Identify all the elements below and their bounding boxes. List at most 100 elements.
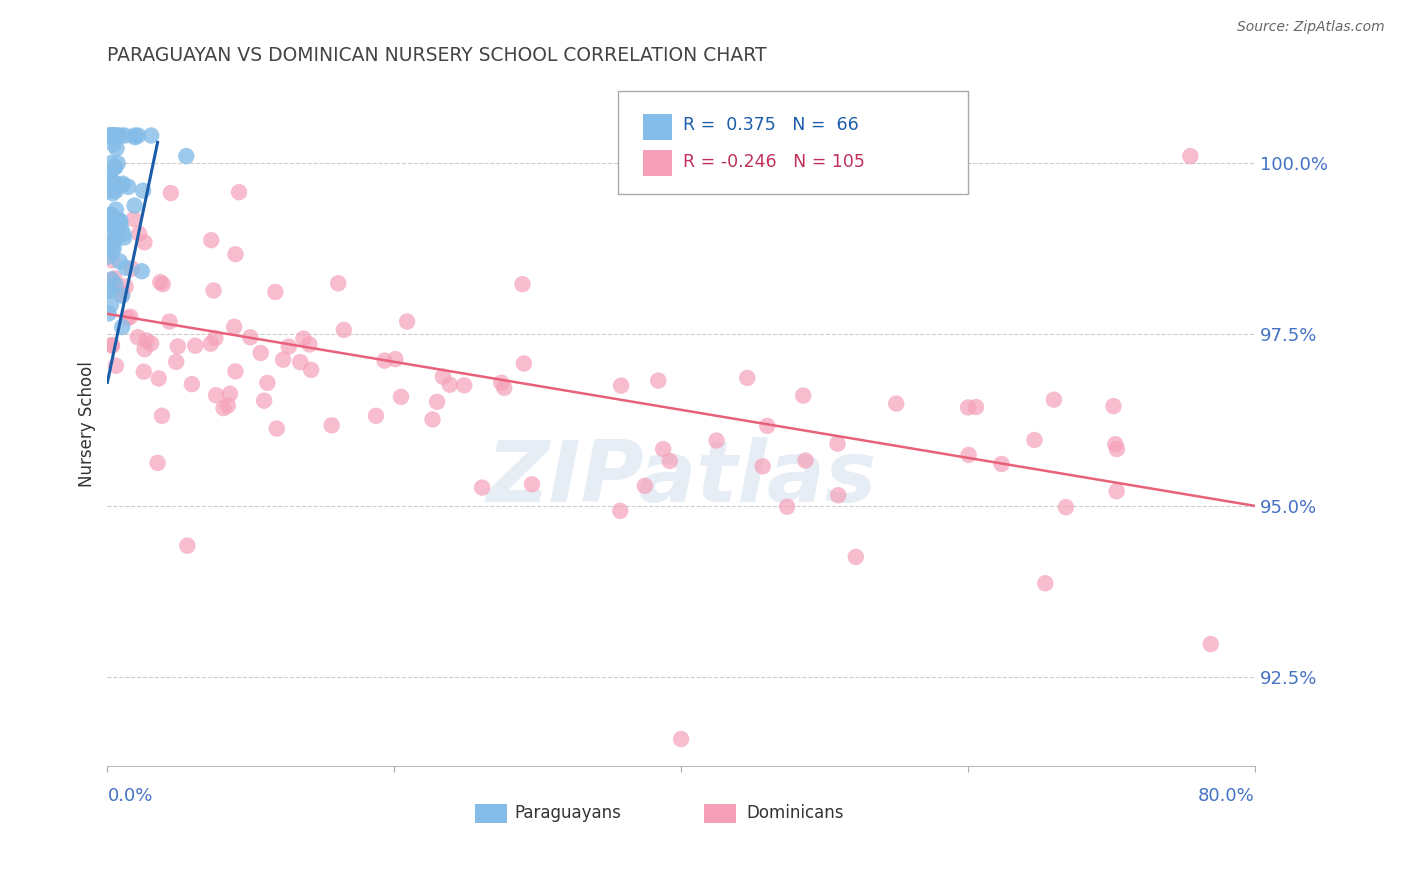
Text: R = -0.246   N = 105: R = -0.246 N = 105: [683, 153, 865, 170]
Point: [396, 315, 419, 329]
Point: [103, 177, 125, 191]
Text: Paraguayans: Paraguayans: [515, 804, 621, 822]
Point: [98, 284, 121, 298]
Point: [1024, 433, 1046, 447]
Point: [100, 298, 122, 312]
Point: [131, 264, 153, 278]
Point: [98, 128, 121, 143]
Point: [1043, 392, 1066, 407]
Point: [122, 211, 145, 226]
Point: [1105, 484, 1128, 499]
Point: [141, 128, 163, 143]
Point: [110, 285, 132, 299]
Point: [957, 401, 980, 415]
Point: [634, 479, 657, 493]
Point: [384, 352, 406, 367]
Point: [180, 377, 202, 392]
Text: ZIPatlas: ZIPatlas: [486, 437, 876, 520]
Point: [364, 409, 387, 423]
Point: [105, 128, 128, 143]
Point: [98, 128, 121, 143]
Point: [298, 337, 321, 351]
Point: [105, 128, 128, 143]
Point: [794, 453, 817, 467]
Point: [1199, 637, 1222, 651]
Point: [290, 355, 312, 369]
Point: [101, 213, 124, 227]
Point: [609, 504, 631, 518]
Point: [107, 156, 129, 170]
Point: [103, 234, 125, 248]
Point: [1180, 149, 1202, 163]
Point: [432, 369, 454, 384]
Point: [132, 184, 155, 198]
Point: [184, 339, 207, 353]
Point: [212, 401, 235, 416]
Point: [647, 374, 669, 388]
Point: [669, 732, 692, 747]
Point: [101, 244, 124, 259]
Point: [706, 434, 728, 448]
Point: [97, 172, 120, 186]
Point: [389, 390, 412, 404]
Point: [104, 232, 127, 246]
Point: [100, 208, 122, 222]
Point: [101, 128, 124, 143]
Point: [97, 250, 120, 264]
Point: [150, 409, 173, 423]
Point: [792, 388, 814, 402]
Point: [100, 338, 122, 352]
Point: [139, 336, 162, 351]
Point: [520, 477, 543, 491]
Text: 0.0%: 0.0%: [107, 787, 153, 805]
Point: [751, 459, 773, 474]
Point: [115, 260, 138, 275]
Point: [827, 488, 849, 502]
Point: [134, 235, 156, 250]
Point: [112, 230, 135, 244]
Point: [1104, 437, 1126, 451]
Point: [512, 277, 534, 292]
Point: [110, 214, 132, 228]
Point: [124, 199, 146, 213]
Point: [100, 253, 122, 268]
Point: [132, 365, 155, 379]
Point: [205, 388, 228, 402]
Point: [374, 353, 396, 368]
Point: [108, 217, 131, 231]
Point: [494, 381, 516, 395]
Point: [610, 378, 633, 392]
Point: [104, 359, 127, 373]
Point: [174, 149, 197, 163]
Point: [224, 319, 246, 334]
Point: [176, 539, 198, 553]
Point: [97, 284, 120, 298]
Point: [256, 376, 278, 390]
Point: [104, 128, 127, 143]
Text: Dominicans: Dominicans: [747, 804, 844, 822]
Point: [471, 481, 494, 495]
Point: [124, 130, 146, 145]
Point: [103, 128, 125, 143]
Point: [104, 184, 127, 198]
Point: [98, 128, 121, 143]
Point: [200, 336, 222, 351]
Point: [249, 346, 271, 360]
Point: [776, 500, 799, 514]
Point: [104, 218, 127, 232]
Point: [117, 179, 139, 194]
Point: [965, 400, 987, 414]
Point: [104, 277, 127, 292]
Point: [146, 456, 169, 470]
Point: [104, 160, 127, 174]
Text: 80.0%: 80.0%: [1198, 787, 1256, 805]
Point: [104, 161, 127, 175]
Point: [97, 184, 120, 198]
Point: [103, 231, 125, 245]
Point: [159, 186, 181, 200]
Point: [101, 174, 124, 188]
Point: [128, 227, 150, 241]
Point: [100, 156, 122, 170]
Point: [111, 177, 134, 191]
Point: [103, 181, 125, 195]
